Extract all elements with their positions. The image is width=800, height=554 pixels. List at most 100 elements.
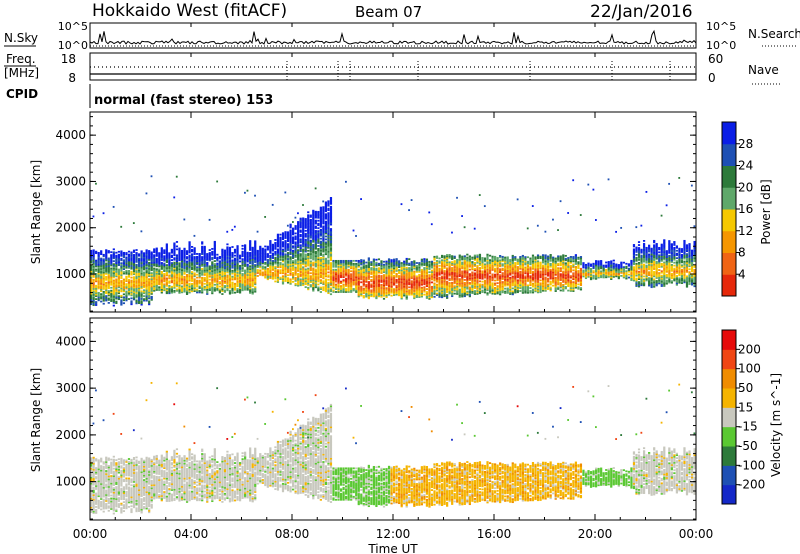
rti-cell: [208, 287, 211, 290]
rti-cell: [521, 257, 524, 260]
rti-cell: [221, 272, 224, 275]
rti-cell: [367, 288, 370, 291]
rti-cell: [281, 282, 285, 285]
rti-cell: [322, 227, 325, 229]
cpid-label: CPID: [6, 87, 38, 101]
rti-cell: [438, 269, 441, 272]
rti-cell: [238, 282, 242, 285]
rti-cell: [332, 285, 335, 287]
rti-cell: [511, 263, 514, 266]
rti-cell: [403, 287, 406, 290]
rti-cell: [327, 224, 330, 226]
rti-cell: [428, 262, 431, 265]
rti-cell: [380, 285, 383, 288]
rti-cell: [130, 294, 133, 297]
rti-cell: [345, 285, 348, 287]
rti-cell: [514, 279, 517, 282]
rti-cell: [100, 284, 103, 287]
rti-cell: [375, 278, 378, 280]
rti-cell: [279, 251, 282, 254]
rti-cell: [516, 282, 519, 285]
rti-cell: [324, 285, 328, 288]
rti-cell: [382, 291, 386, 294]
rti-cell: [231, 263, 234, 266]
rti-cell: [289, 272, 292, 275]
rti-cell: [536, 282, 540, 285]
rti-cell: [400, 273, 403, 276]
rti-cell: [228, 257, 232, 259]
rti-cell: [372, 265, 375, 268]
rti-cell: [102, 277, 105, 280]
rti-cell: [332, 273, 335, 276]
rti-cell: [140, 268, 143, 270]
rti-cell: [236, 280, 239, 283]
rti-cell: [193, 287, 196, 290]
rti-cell: [504, 292, 507, 294]
rti-cell: [155, 287, 158, 290]
rti-cell: [430, 275, 434, 278]
rti-cell: [304, 249, 307, 251]
rti-cell: [403, 275, 406, 278]
rti-cell: [355, 259, 358, 262]
rti-cell: [526, 277, 530, 279]
rti-cell: [132, 254, 136, 256]
rti-cell: [297, 228, 300, 231]
rti-cell: [314, 261, 317, 263]
rti-cell: [451, 293, 454, 296]
rti-cell: [483, 258, 487, 261]
rti-cell: [297, 225, 300, 228]
rti-cell: [145, 280, 148, 283]
rti-cell: [127, 278, 131, 281]
rti-cell: [509, 293, 512, 295]
rti-cell: [476, 257, 479, 260]
rti-cell: [100, 266, 103, 269]
rti-cell: [231, 256, 234, 259]
rti-cell: [428, 286, 431, 288]
rti-cell: [317, 224, 320, 227]
rti-cell: [132, 276, 136, 279]
rti-cell: [408, 273, 411, 275]
rti-cell: [180, 252, 184, 255]
rti-cell: [408, 277, 411, 280]
rti-cell: [400, 268, 403, 270]
rti-cell: [304, 264, 307, 266]
rti-cell: [478, 268, 482, 271]
rti-cell: [185, 290, 189, 293]
rti-cell: [120, 271, 123, 273]
rti-cell: [499, 254, 502, 257]
rti-cell: [251, 261, 254, 264]
rti-cell: [327, 227, 330, 229]
rti-cell: [329, 269, 333, 272]
rti-cell: [297, 231, 300, 234]
rti-cell: [405, 286, 408, 288]
rti-cell: [236, 279, 239, 282]
rti-cell: [473, 263, 476, 266]
rti-cell: [380, 288, 383, 291]
rti-cell: [324, 225, 328, 227]
rti-cell: [183, 270, 186, 272]
rti-cell: [120, 294, 123, 297]
rti-cell: [160, 275, 163, 278]
rti-cell: [443, 258, 446, 261]
rti-cell: [178, 249, 181, 251]
rti-cell: [312, 226, 315, 228]
rti-cell: [100, 251, 103, 254]
rti-cell: [191, 272, 194, 275]
rti-cell: [519, 256, 522, 258]
rti-cell: [203, 250, 206, 253]
rti-cell: [370, 295, 373, 298]
rti-cell: [241, 267, 244, 269]
rti-cell: [350, 267, 353, 270]
rti-cell: [115, 302, 118, 304]
rti-cell: [309, 223, 312, 226]
rti-cell: [264, 252, 267, 255]
rti-cell: [519, 285, 522, 288]
rti-cell: [473, 254, 476, 257]
rti-cell: [329, 251, 333, 254]
rti-cell: [463, 255, 466, 258]
rti-cell: [264, 275, 267, 277]
rti-cell: [150, 264, 153, 267]
rti-cell: [468, 262, 471, 265]
rti-cell: [324, 257, 328, 260]
rti-cell: [494, 279, 497, 282]
